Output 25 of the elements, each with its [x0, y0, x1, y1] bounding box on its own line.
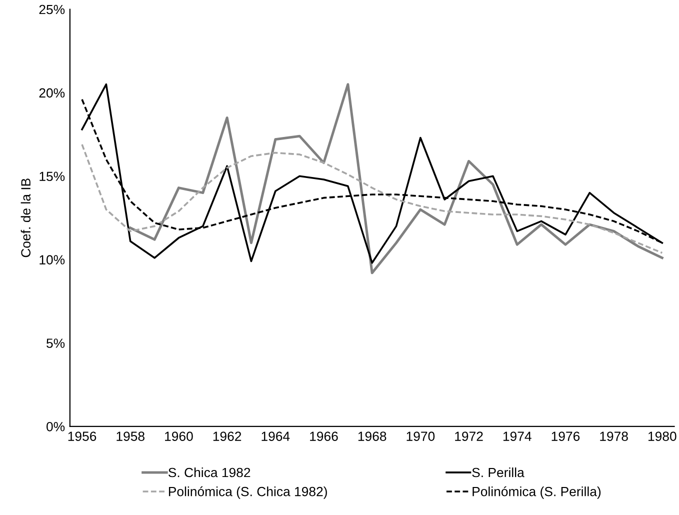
y-tick-label: 10% [40, 255, 65, 264]
y-tick-label: 15% [40, 172, 65, 182]
x-tick-label: 1960 [165, 432, 193, 441]
x-tick-label: 1956 [68, 432, 96, 441]
legend-label: Polinómica (S. Chica 1982) [168, 486, 327, 499]
y-tick-label: 0% [46, 422, 65, 432]
legend-label: Polinómica (S. Perilla) [472, 486, 601, 499]
x-tick-label: 1964 [262, 432, 290, 441]
y-axis-title: Coef. de la IB [20, 178, 31, 258]
line-series [81, 144, 664, 254]
legend-label: S. Chica 1982 [168, 467, 250, 478]
x-tick-label: 1958 [116, 432, 144, 441]
y-tick-label: 5% [46, 338, 65, 348]
x-tick-label: 1966 [310, 432, 338, 441]
x-tick-label: 1970 [406, 432, 435, 441]
x-tick-label: 1974 [503, 432, 532, 441]
x-tick-label: 1980 [648, 432, 676, 441]
legend-label: S. Perilla [472, 467, 524, 478]
x-tick-label: 1962 [213, 432, 242, 441]
x-tick-label: 1972 [455, 432, 483, 441]
x-tick-label: 1968 [358, 432, 386, 441]
y-tick-label: 25% [39, 4, 65, 14]
y-tick-label: 20% [39, 88, 65, 98]
x-tick-label: 1976 [552, 432, 580, 441]
x-tick-label: 1978 [600, 432, 628, 441]
